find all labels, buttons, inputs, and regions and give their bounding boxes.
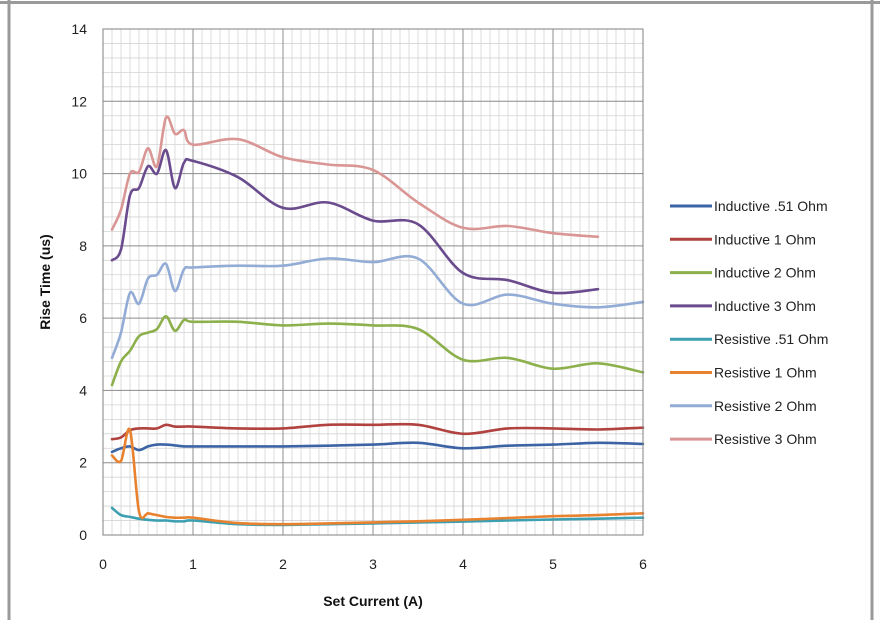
y-tick-label: 12 bbox=[71, 93, 87, 109]
plot-border bbox=[102, 28, 644, 536]
legend-label-resistive-3-ohm: Resistive 3 Ohm bbox=[714, 431, 817, 447]
series-line-resistive-1-ohm bbox=[110, 427, 645, 526]
series-line-inductive-1-ohm bbox=[110, 422, 645, 441]
legend-label-inductive-2-ohm: Inductive 2 Ohm bbox=[714, 265, 816, 281]
legend: Inductive .51 Ohm Inductive 1 Ohm Inductiv… bbox=[670, 198, 828, 447]
gridlines bbox=[102, 28, 644, 536]
series-line-resistive-2-ohm bbox=[110, 254, 645, 360]
y-axis-label: Rise Time (us) bbox=[37, 234, 53, 329]
series-line-inductive-51-ohm bbox=[110, 441, 645, 454]
x-tick-label: 4 bbox=[459, 556, 467, 572]
x-axis-label: Set Current (A) bbox=[323, 593, 423, 609]
x-tick-label: 0 bbox=[99, 556, 107, 572]
legend-label-inductive-1-ohm: Inductive 1 Ohm bbox=[714, 231, 816, 247]
y-tick-label: 4 bbox=[79, 382, 87, 398]
y-tick-label: 2 bbox=[79, 455, 87, 471]
x-tick-label: 1 bbox=[189, 556, 197, 572]
legend-label-resistive-2-ohm: Resistive 2 Ohm bbox=[714, 398, 817, 414]
x-tick-label: 3 bbox=[369, 556, 377, 572]
y-tick-label: 6 bbox=[79, 310, 87, 326]
series-line-resistive-3-ohm bbox=[110, 115, 600, 239]
x-tick-label: 6 bbox=[639, 556, 647, 572]
series-line-inductive-3-ohm bbox=[110, 148, 600, 295]
y-tick-label: 10 bbox=[71, 166, 87, 182]
y-tick-label: 8 bbox=[79, 238, 87, 254]
y-tick-label: 14 bbox=[71, 21, 87, 37]
legend-label-resistive-51-ohm: Resistive .51 Ohm bbox=[714, 331, 828, 347]
legend-label-inductive-3-ohm: Inductive 3 Ohm bbox=[714, 298, 816, 314]
series-line-resistive-51-ohm bbox=[110, 506, 645, 527]
series-lines bbox=[110, 115, 645, 527]
x-tick-label: 2 bbox=[279, 556, 287, 572]
legend-label-resistive-1-ohm: Resistive 1 Ohm bbox=[714, 365, 817, 381]
series-line-inductive-2-ohm bbox=[110, 315, 645, 387]
y-tick-label: 0 bbox=[79, 527, 87, 543]
legend-label-inductive-51-ohm: Inductive .51 Ohm bbox=[714, 198, 828, 214]
x-tick-label: 5 bbox=[549, 556, 557, 572]
